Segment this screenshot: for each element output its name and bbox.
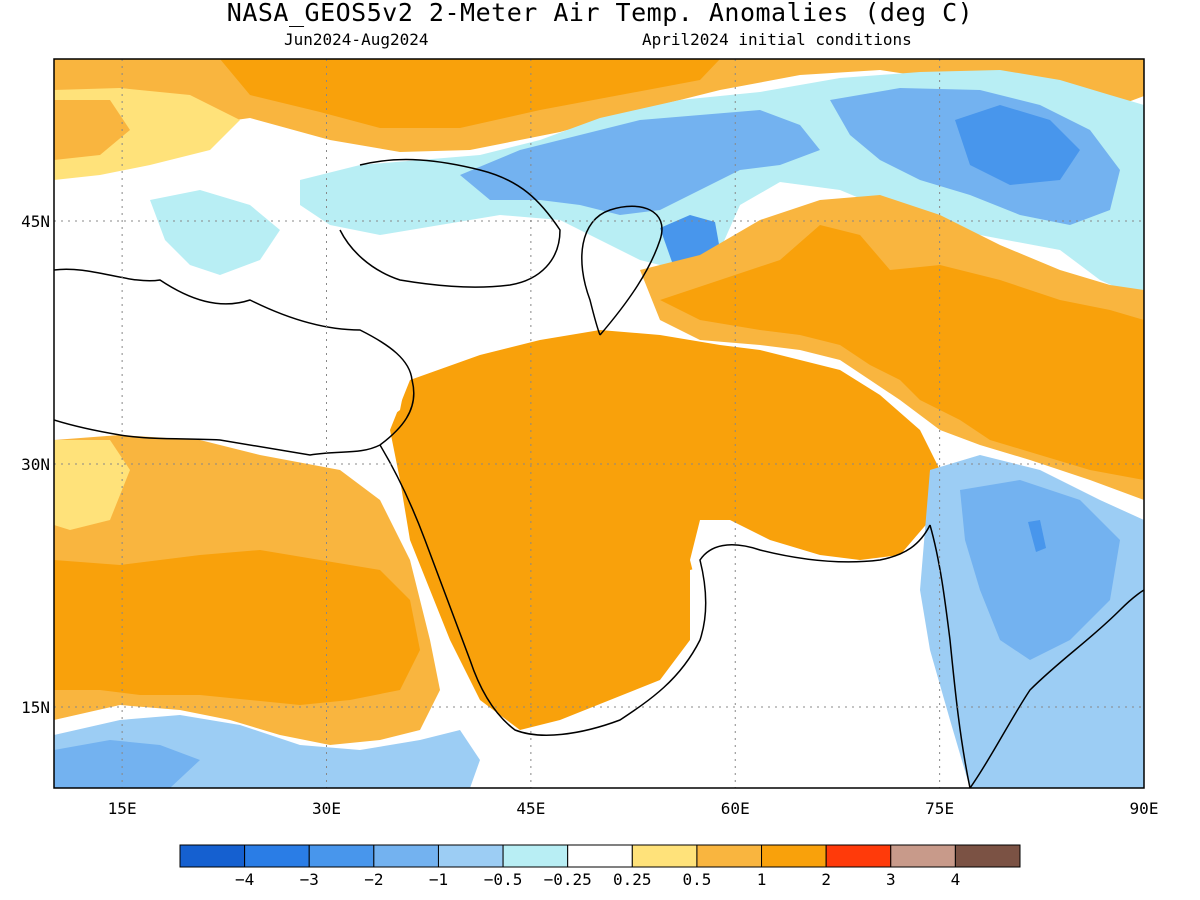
anomaly-field — [54, 59, 1144, 788]
anomaly-region-iran-afghan-core — [660, 225, 1144, 480]
anomaly-region-arabia-warm — [390, 330, 940, 730]
colorbar-label: 0.5 — [682, 870, 711, 889]
colorbar-label: −0.5 — [484, 870, 523, 889]
anomaly-region-east-africa-cool-core — [54, 740, 200, 788]
x-tick-label: 60E — [721, 799, 750, 818]
colorbar-swatch — [890, 844, 956, 868]
map-frame — [53, 58, 1145, 789]
colorbar: −4 −3 −2 −1 −0.5 −0.25 0.25 0.5 1 2 3 4 — [179, 844, 1021, 889]
colorbar-label: −2 — [364, 870, 383, 889]
colorbar-swatch — [179, 844, 246, 868]
anomaly-region-mediterranean-neutral — [54, 260, 410, 450]
colorbar-swatch — [696, 844, 763, 868]
colorbar-swatch — [567, 844, 633, 868]
colorbar-label: 0.25 — [613, 870, 652, 889]
anomaly-region-balkans-cool — [150, 190, 280, 275]
anomaly-region-sahara-yellow — [54, 440, 130, 530]
y-tick-label: 15N — [21, 698, 50, 717]
colorbar-swatch — [437, 844, 504, 868]
anomaly-region-india-cool-peak — [1028, 520, 1046, 552]
colorbar-label: 2 — [821, 870, 831, 889]
anomaly-region-africa-warm-core — [54, 550, 420, 705]
colorbar-swatch — [825, 844, 892, 868]
colorbar-swatch — [761, 844, 827, 868]
anomaly-region-india-cool-core — [960, 480, 1120, 660]
gridlines — [54, 59, 1144, 788]
anomaly-region-central-asia-cool-2 — [460, 110, 820, 215]
initial-conditions: April2024 initial conditions — [642, 30, 912, 49]
x-tick-label: 90E — [1130, 799, 1159, 818]
colorbar-label: −1 — [429, 870, 448, 889]
colorbar-label: −3 — [300, 870, 319, 889]
colorbar-label: 1 — [757, 870, 767, 889]
y-tick-label: 30N — [21, 455, 50, 474]
forecast-period: Jun2024-Aug2024 — [284, 30, 429, 49]
x-tick-label: 30E — [312, 799, 341, 818]
colorbar-label: 4 — [951, 870, 961, 889]
coastlines — [54, 158, 1144, 788]
colorbar-swatch — [631, 844, 698, 868]
anomaly-region-north-warm-core — [220, 59, 720, 128]
anomaly-region-arabian-sea-neutral — [620, 560, 940, 788]
y-tick-label: 45N — [21, 212, 50, 231]
anomaly-region-west-europe-orange — [54, 100, 130, 160]
x-tick-label: 45E — [516, 799, 545, 818]
colorbar-swatch — [373, 844, 439, 868]
colorbar-swatch — [954, 844, 1021, 868]
x-tick-label: 75E — [925, 799, 954, 818]
colorbar-swatch — [308, 844, 375, 868]
colorbar-swatch — [502, 844, 569, 868]
colorbar-label: −0.25 — [544, 870, 592, 889]
axis-ticks: 15E 30E 45E 60E 75E 90E 45N 30N 15N — [21, 212, 1158, 818]
colorbar-label: −4 — [235, 870, 254, 889]
x-tick-label: 15E — [108, 799, 137, 818]
anomaly-region-mongolia-cool-core — [955, 105, 1080, 185]
colorbar-swatch — [244, 844, 310, 868]
colorbar-label: 3 — [886, 870, 896, 889]
map-title: NASA_GEOS5v2 2-Meter Air Temp. Anomalies… — [226, 0, 974, 27]
